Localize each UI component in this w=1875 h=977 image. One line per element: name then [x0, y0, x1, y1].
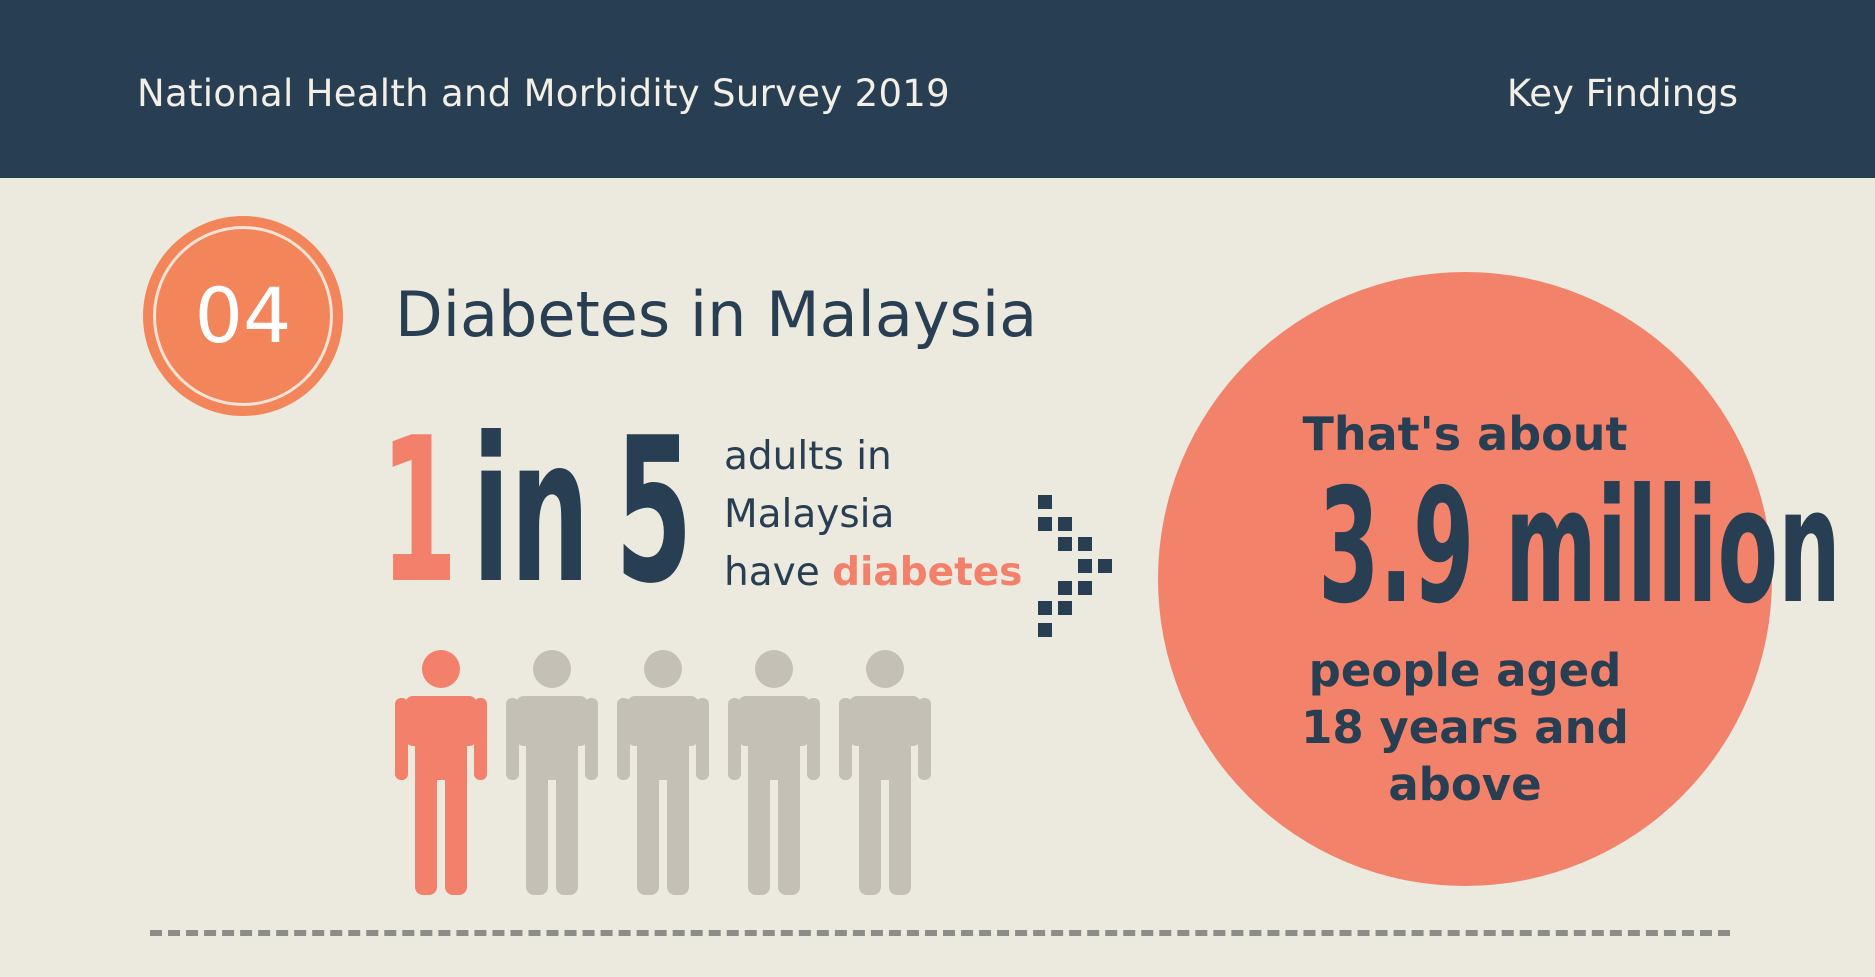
section-number-badge: 04 [143, 216, 343, 416]
callout-lead: That's about [1302, 407, 1628, 461]
badge-ring [153, 226, 333, 406]
ratio-line-3: have diabetes [724, 544, 1022, 602]
ratio-line-1: adults in [724, 434, 892, 479]
ratio-numerator: 1 [380, 395, 458, 628]
survey-title: National Health and Morbidity Survey 201… [137, 72, 950, 115]
callout-circle: That's about 3.9 million people aged 18 … [1158, 272, 1841, 886]
diabetes-highlight: diabetes [832, 550, 1023, 595]
callout-description: people aged 18 years and above [1158, 642, 1772, 813]
ratio-description: adults in Malaysia have diabetes [724, 428, 1022, 602]
ratio-word: in [472, 395, 590, 628]
callout-line-3: above [1388, 758, 1542, 811]
ratio-line-2: Malaysia [724, 492, 895, 537]
pixel-arrow-right-icon [1038, 495, 1112, 637]
person-icon [728, 650, 820, 895]
header-bar: National Health and Morbidity Survey 201… [0, 0, 1875, 178]
ratio-line-3-prefix: have [724, 550, 833, 595]
person-icon [506, 650, 598, 895]
section-title: Diabetes in Malaysia [395, 278, 1038, 351]
dashed-divider [150, 930, 1730, 936]
callout-value-wrap: 3.9 million [1158, 462, 1841, 632]
people-figures [395, 650, 955, 895]
section-number: 04 [194, 271, 292, 360]
ratio-denominator: 5 [615, 395, 693, 628]
person-icon [617, 650, 709, 895]
person-icon-highlighted [395, 650, 487, 895]
callout-line-1: people aged [1308, 644, 1622, 697]
person-icon [839, 650, 931, 895]
callout-line-2: 18 years and [1301, 701, 1629, 754]
key-findings-label: Key Findings [1506, 72, 1738, 115]
callout-value: 3.9 million [1318, 455, 1841, 639]
